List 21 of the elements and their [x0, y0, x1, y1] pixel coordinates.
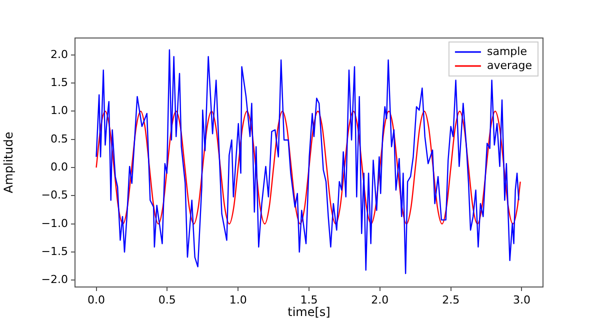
y-tick-label: −0.5 — [41, 188, 68, 202]
y-tick-label: −2.0 — [41, 273, 68, 286]
legend-label: sample — [486, 44, 528, 58]
x-tick-label: 0.5 — [158, 293, 176, 306]
y-axis-title: Amplitude — [1, 132, 16, 194]
y-tick-label: 0.5 — [50, 132, 68, 146]
x-tick-label: 1.5 — [300, 293, 318, 306]
x-tick-label: 1.0 — [229, 293, 247, 306]
x-tick-label: 0.0 — [88, 293, 106, 306]
x-tick-label: 2.0 — [371, 293, 389, 306]
y-tick-label: 1.0 — [50, 104, 68, 118]
y-tick-label: 2.0 — [50, 48, 68, 61]
x-tick-label: 3.0 — [512, 293, 530, 306]
y-tick-label: −1.0 — [41, 216, 68, 230]
x-axis-title: time[s] — [288, 304, 330, 319]
x-tick-label: 2.5 — [442, 293, 460, 306]
y-tick-label: 1.5 — [50, 76, 68, 89]
y-tick-label: 0.0 — [50, 160, 68, 174]
legend-label: average — [486, 58, 532, 72]
y-tick-label: −1.5 — [41, 244, 68, 258]
line-series — [96, 110, 521, 225]
